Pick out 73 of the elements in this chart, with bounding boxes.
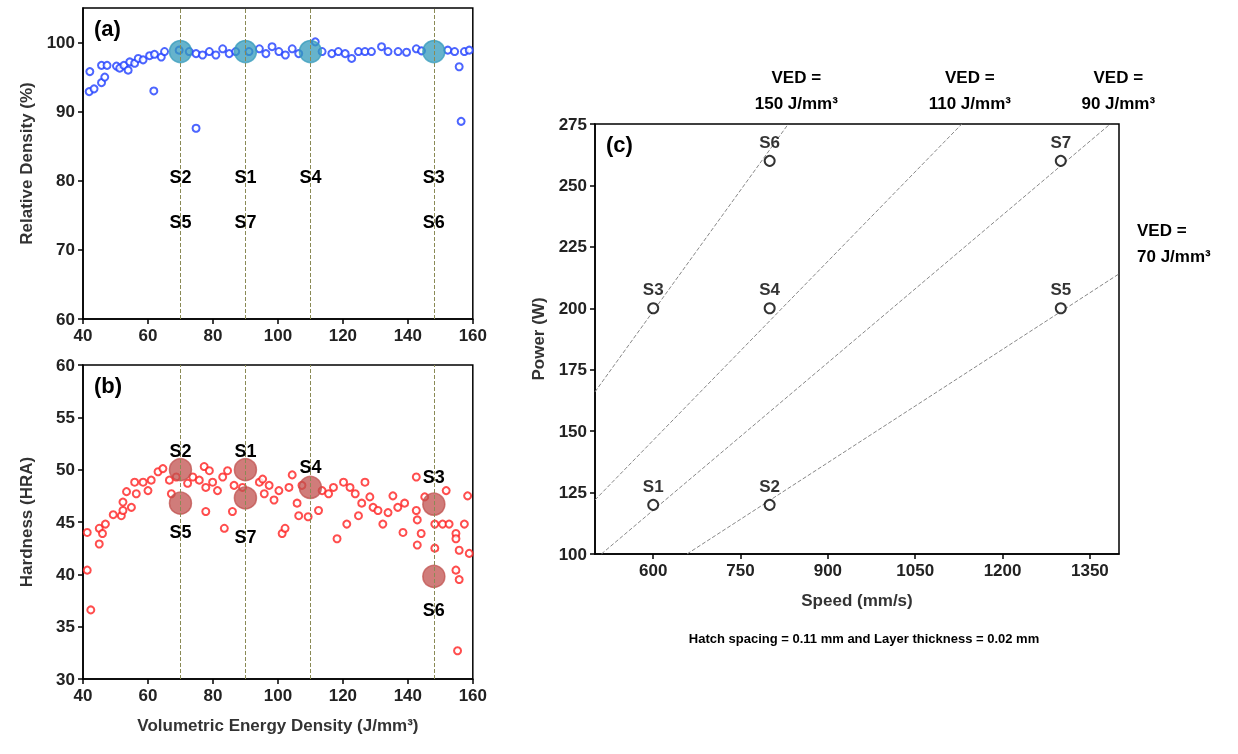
annotation: S5 xyxy=(169,212,192,233)
data-label: S7 xyxy=(1050,132,1072,152)
x-tick-label: 140 xyxy=(393,686,423,705)
x-tick-label: 100 xyxy=(263,686,293,705)
y-tick-label: 100 xyxy=(558,544,587,564)
x-tick-label: 60 xyxy=(138,326,158,345)
y-tick-label: 30 xyxy=(56,669,75,689)
y-tick-label: 200 xyxy=(558,298,587,318)
x-tick-label: 100 xyxy=(263,326,293,345)
annotation: S7 xyxy=(234,526,257,547)
x-tick-label: 80 xyxy=(203,686,223,705)
y-axis-title: Power (W) xyxy=(529,297,548,381)
data-label: S2 xyxy=(759,476,781,496)
text: Hatch spacing = 0.11 mm and Layer thickness = 0.02 mm xyxy=(688,631,1040,646)
x-tick-label: 1200 xyxy=(983,561,1022,580)
y-axis-title: Hardness (HRA) xyxy=(17,456,36,588)
series-label: VED = 90 J/mm³ xyxy=(1081,67,1156,113)
annotation: S4 xyxy=(299,456,322,477)
series-label: VED = 110 J/mm³ xyxy=(928,67,1012,113)
y-tick-label: 175 xyxy=(558,360,587,380)
annotation: S6 xyxy=(422,599,445,620)
x-tick-label: 120 xyxy=(328,326,358,345)
chart-title: (a) xyxy=(94,15,121,41)
annotation: S4 xyxy=(299,166,322,187)
y-tick-label: 55 xyxy=(56,407,75,427)
x-tick-label: 140 xyxy=(393,326,423,345)
y-tick-label: 150 xyxy=(558,421,587,441)
x-tick-label: 80 xyxy=(203,326,223,345)
x-axis-title: Volumetric Energy Density (J/mm³) xyxy=(137,716,419,735)
annotation: S3 xyxy=(422,166,445,187)
x-tick-label: 120 xyxy=(328,686,358,705)
y-tick-label: 45 xyxy=(56,512,75,532)
y-tick-label: 60 xyxy=(56,355,75,375)
y-tick-label: 250 xyxy=(558,175,587,195)
annotation: S3 xyxy=(422,466,445,487)
y-tick-label: 50 xyxy=(56,460,75,480)
data-label: S5 xyxy=(1050,280,1072,300)
series-label: VED = 150 J/mm³ xyxy=(754,67,839,113)
x-tick-label: 750 xyxy=(726,561,755,580)
annotation: S2 xyxy=(169,166,192,187)
annotation: S1 xyxy=(234,166,257,187)
y-tick-label: 225 xyxy=(558,237,587,257)
chart-title: (b) xyxy=(94,372,123,398)
annotation: S2 xyxy=(169,440,192,461)
x-tick-label: 1050 xyxy=(896,561,935,580)
y-tick-label: 70 xyxy=(56,240,75,260)
x-tick-label: 600 xyxy=(639,561,668,580)
y-tick-label: 35 xyxy=(56,617,75,637)
x-tick-label: 1350 xyxy=(1070,561,1109,580)
y-tick-label: 100 xyxy=(46,33,75,53)
x-tick-label: 160 xyxy=(458,686,488,705)
y-axis-title: Relative Density (%) xyxy=(17,82,36,245)
data-label: S6 xyxy=(759,132,781,152)
x-tick-label: 160 xyxy=(458,326,488,345)
series-label: VED = 70 J/mm³ xyxy=(1137,221,1212,267)
y-tick-label: 275 xyxy=(558,114,587,134)
y-tick-label: 90 xyxy=(56,102,75,122)
y-tick-label: 80 xyxy=(56,171,75,191)
annotation: S1 xyxy=(234,440,257,461)
chart-title: (c) xyxy=(606,131,633,157)
y-tick-label: 125 xyxy=(558,483,587,503)
x-tick-label: 40 xyxy=(73,686,93,705)
x-tick-label: 60 xyxy=(138,686,158,705)
x-tick-label: 900 xyxy=(813,561,843,580)
data-label: S4 xyxy=(759,280,781,300)
data-label: S1 xyxy=(642,476,664,496)
annotation: S7 xyxy=(234,212,257,233)
x-tick-label: 40 xyxy=(73,326,93,345)
data-label: S3 xyxy=(642,280,664,300)
annotation: S5 xyxy=(169,522,192,543)
y-tick-label: 60 xyxy=(56,309,75,329)
annotation: S6 xyxy=(422,212,445,233)
x-axis-title: Speed (mm/s) xyxy=(801,591,913,610)
